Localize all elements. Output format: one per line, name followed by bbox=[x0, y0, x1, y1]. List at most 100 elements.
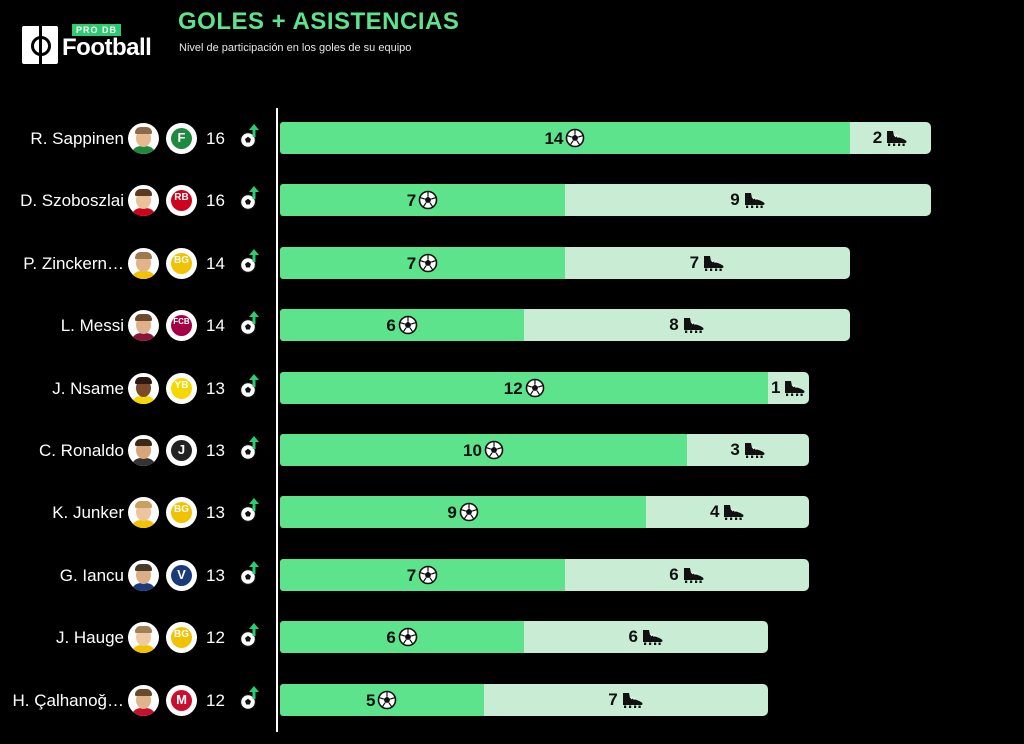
goals-value: 6 bbox=[386, 316, 396, 336]
chart-row: R. Sappinen F 16 14 2 bbox=[0, 122, 1024, 156]
assists-value: 7 bbox=[608, 689, 618, 709]
player-avatar bbox=[128, 310, 159, 342]
player-name: J. Nsame bbox=[52, 378, 124, 398]
player-avatar bbox=[128, 497, 159, 529]
bar-assists: 8 bbox=[524, 309, 850, 342]
club-crest-icon: FCB bbox=[166, 310, 197, 342]
player-name: J. Hauge bbox=[55, 628, 124, 648]
player-total: 12 bbox=[206, 628, 225, 648]
y-axis-line bbox=[276, 108, 278, 732]
ball-with-up-arrow-icon bbox=[238, 622, 264, 650]
bar-assists-label: 8 bbox=[524, 315, 850, 335]
football-boot-icon bbox=[740, 190, 766, 209]
ball-with-up-arrow-icon bbox=[238, 685, 264, 713]
club-crest-icon: BG bbox=[166, 622, 197, 654]
goals-value: 10 bbox=[463, 441, 482, 460]
bar-goals-label: 5 bbox=[280, 690, 484, 711]
bar-assists-label: 7 bbox=[484, 690, 769, 710]
club-crest-icon: BG bbox=[166, 247, 197, 279]
club-crest-fill bbox=[171, 128, 192, 149]
chart-title: GOLES + ASISTENCIAS bbox=[178, 8, 460, 35]
logo-mark-icon bbox=[22, 26, 58, 64]
player-name: H. Çalhanoğ… bbox=[12, 690, 124, 710]
bar-assists: 9 bbox=[564, 184, 932, 217]
bar-goals: 5 bbox=[280, 683, 484, 716]
assists-value: 4 bbox=[709, 502, 720, 522]
avatar-hair bbox=[135, 563, 152, 571]
goals-value: 12 bbox=[503, 378, 523, 398]
avatar-shirt bbox=[131, 146, 156, 154]
goals-value: 7 bbox=[406, 565, 417, 585]
assists-value: 6 bbox=[669, 564, 679, 584]
club-crest-icon: V bbox=[166, 559, 197, 591]
goals-value: 5 bbox=[366, 690, 376, 710]
bar-goals: 7 bbox=[280, 184, 565, 217]
player-avatar bbox=[128, 123, 159, 154]
bar-assists-label: 3 bbox=[687, 440, 809, 460]
player-avatar bbox=[128, 622, 159, 654]
bar-assists: 6 bbox=[564, 558, 810, 591]
avatar-shirt bbox=[131, 582, 156, 591]
goals-value: 7 bbox=[406, 191, 417, 211]
bar-goals: 7 bbox=[280, 246, 565, 279]
bar-assists: 3 bbox=[687, 434, 810, 466]
goals-value: 6 bbox=[386, 628, 396, 648]
club-crest-letter: V bbox=[177, 566, 186, 582]
player-name: G. Iancu bbox=[59, 565, 124, 585]
bar-goals: 10 bbox=[280, 434, 687, 466]
club-crest-letter: BG bbox=[174, 504, 189, 516]
player-total: 14 bbox=[206, 316, 225, 336]
bar-assists: 1 bbox=[768, 371, 810, 404]
club-crest-letter: RB bbox=[174, 192, 189, 204]
club-crest-fill bbox=[171, 190, 192, 212]
bar-goals-label: 6 bbox=[280, 315, 524, 336]
avatar-shirt bbox=[131, 208, 156, 217]
club-crest-fill bbox=[171, 377, 192, 399]
chart-row: C. Ronaldo J 13 10 3 bbox=[0, 434, 1024, 468]
club-crest-letter: BG bbox=[174, 254, 189, 266]
bar-goals-label: 9 bbox=[280, 502, 646, 523]
player-avatar bbox=[128, 372, 159, 404]
assists-value: 7 bbox=[689, 252, 700, 272]
assists-value: 9 bbox=[730, 190, 740, 210]
club-crest-letter: F bbox=[177, 130, 186, 145]
player-avatar bbox=[128, 247, 159, 279]
bar-assists: 6 bbox=[524, 621, 769, 654]
assists-value: 2 bbox=[872, 128, 883, 147]
club-crest-letter: J bbox=[177, 442, 186, 457]
chart-row: G. Iancu V 13 7 6 bbox=[0, 558, 1024, 593]
soccer-ball-icon bbox=[416, 565, 438, 585]
bar-assists-label: 4 bbox=[646, 502, 809, 522]
avatar-hair bbox=[135, 376, 152, 384]
chart-row: H. Çalhanoğ… M 12 5 7 bbox=[0, 683, 1024, 718]
avatar-hair bbox=[135, 688, 152, 696]
player-total: 12 bbox=[206, 690, 225, 710]
club-crest-letter: FCB bbox=[173, 317, 190, 327]
player-total: 13 bbox=[206, 565, 225, 585]
chart-subtitle: Nivel de participación en los goles de s… bbox=[179, 42, 412, 54]
club-crest-icon: YB bbox=[166, 372, 197, 404]
football-boot-icon bbox=[740, 440, 766, 459]
assists-value: 8 bbox=[669, 315, 679, 335]
club-crest-icon: RB bbox=[166, 185, 197, 217]
avatar-shirt bbox=[131, 395, 156, 404]
player-name: C. Ronaldo bbox=[38, 441, 124, 460]
soccer-ball-icon bbox=[457, 503, 479, 522]
bar-assists: 7 bbox=[483, 683, 769, 716]
player-total: 13 bbox=[206, 503, 225, 523]
player-total: 13 bbox=[206, 378, 225, 398]
avatar-hair bbox=[135, 127, 152, 134]
player-name: P. Zinckern… bbox=[23, 253, 124, 273]
club-crest-icon: F bbox=[166, 123, 197, 154]
player-avatar bbox=[128, 684, 159, 716]
bar-assists-label: 2 bbox=[850, 128, 931, 148]
ball-with-up-arrow-icon bbox=[238, 497, 264, 525]
player-name: K. Junker bbox=[52, 503, 124, 523]
player-name: L. Messi bbox=[60, 316, 124, 336]
bar-goals-label: 7 bbox=[280, 190, 565, 211]
club-crest-fill bbox=[171, 252, 192, 274]
bar-goals: 6 bbox=[280, 621, 525, 654]
avatar-shirt bbox=[131, 333, 156, 342]
club-crest-icon: BG bbox=[166, 497, 197, 529]
player-total: 14 bbox=[206, 253, 225, 273]
